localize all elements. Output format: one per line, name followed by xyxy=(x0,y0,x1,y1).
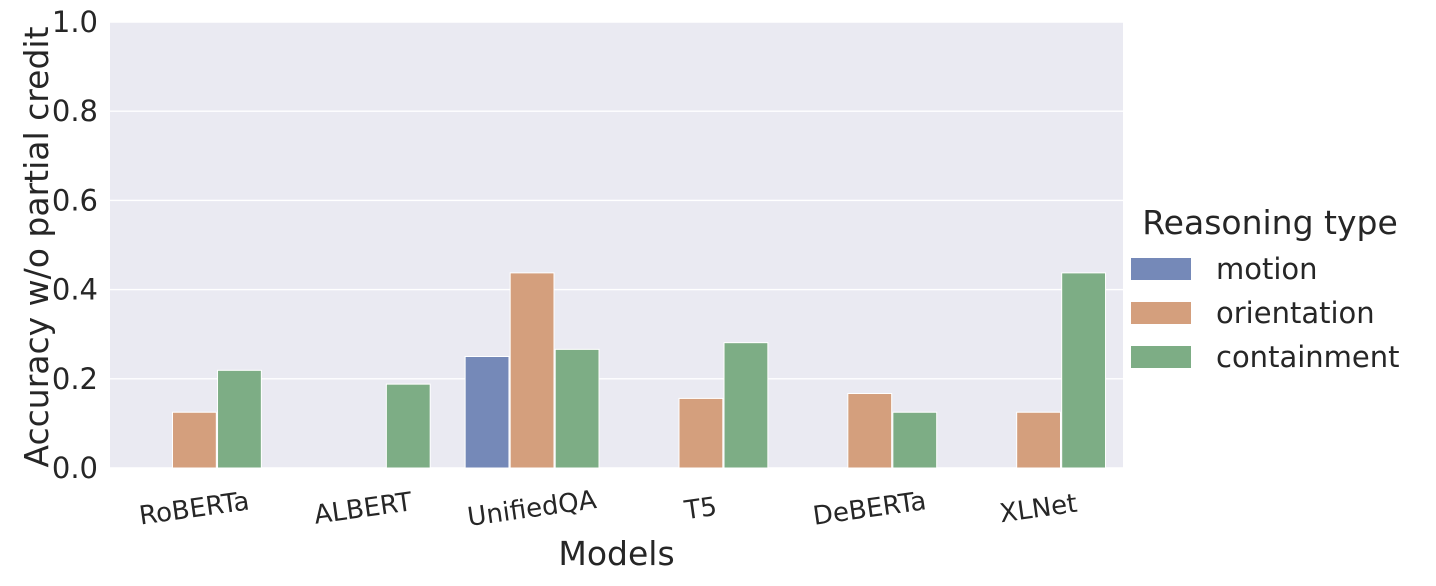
y-tick-label: 0.8 xyxy=(52,94,98,128)
bar-orientation-roberta xyxy=(172,411,217,469)
bar-motion-unifiedqa xyxy=(464,356,510,469)
y-tick-label: 0.2 xyxy=(52,362,98,396)
y-tick-label: 0.6 xyxy=(52,183,98,217)
bar-containment-unifiedqa xyxy=(554,348,600,469)
legend-swatch-orientation xyxy=(1131,302,1191,324)
x-axis-label: Models xyxy=(558,534,674,573)
bar-containment-t5 xyxy=(723,342,769,469)
x-tick-label: RoBERTa xyxy=(137,486,251,531)
legend-label-containment: containment xyxy=(1216,340,1400,374)
x-tick-label: UnifiedQA xyxy=(466,485,599,533)
x-tick-label: T5 xyxy=(682,492,719,526)
gridlines xyxy=(110,21,1123,469)
bar-orientation-t5 xyxy=(678,397,724,469)
bar-containment-xlnet xyxy=(1061,272,1107,469)
bar-orientation-xlnet xyxy=(1016,411,1061,469)
x-tick-label: DeBERTa xyxy=(811,486,928,532)
x-tick-label: ALBERT xyxy=(312,487,414,530)
legend-swatch-motion xyxy=(1131,258,1191,280)
legend-swatch-containment xyxy=(1131,346,1191,368)
y-tick-label: 1.0 xyxy=(52,5,98,39)
x-tick-label: XLNet xyxy=(998,489,1079,530)
x-tick-labels: RoBERTa ALBERT UnifiedQA T5 DeBERTa XLNet xyxy=(137,485,1079,533)
legend-label-orientation: orientation xyxy=(1216,296,1375,330)
bar-containment-roberta xyxy=(217,369,262,469)
bar-containment-albert xyxy=(385,383,431,469)
plot-area xyxy=(110,22,1123,468)
bar-containment-deberta xyxy=(892,411,938,469)
y-tick-label: 0.4 xyxy=(52,273,98,307)
bars-group xyxy=(172,272,1107,469)
legend-title: Reasoning type xyxy=(1142,203,1398,242)
bar-orientation-deberta xyxy=(847,393,893,469)
y-tick-label: 0.0 xyxy=(52,451,98,485)
bar-orientation-unifiedqa xyxy=(509,272,555,469)
y-tick-labels: 0.0 0.2 0.4 0.6 0.8 1.0 xyxy=(52,5,98,485)
legend-label-motion: motion xyxy=(1216,252,1318,286)
y-axis-label: Accuracy w/o partial credit xyxy=(17,26,56,467)
legend: Reasoning type motion orientation containm… xyxy=(1131,203,1400,374)
